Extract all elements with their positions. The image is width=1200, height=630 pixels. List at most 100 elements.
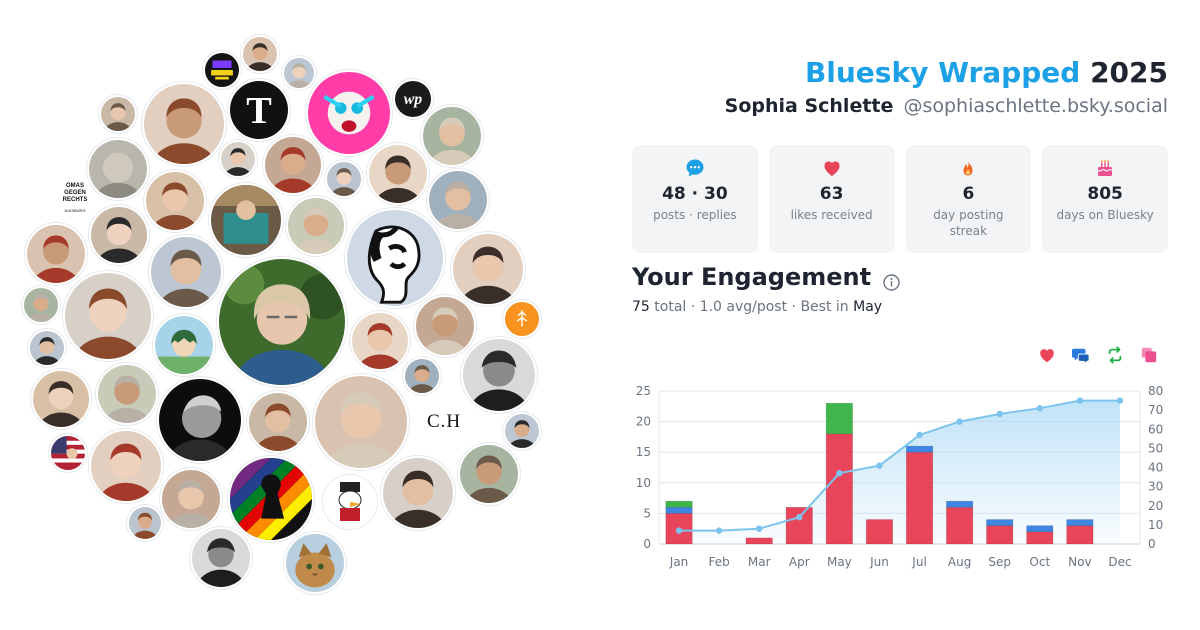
bar-segment (825, 402, 853, 435)
svg-text:T: T (246, 90, 272, 132)
bar-segment (946, 500, 974, 508)
repost-icon[interactable] (1106, 346, 1124, 364)
follower-avatar[interactable] (286, 196, 346, 256)
follower-avatar[interactable] (153, 314, 215, 376)
follower-avatar[interactable] (350, 311, 410, 371)
engagement-best-prefix: Best in (800, 299, 849, 315)
cumulative-area (679, 400, 1120, 544)
follower-avatar[interactable] (461, 337, 537, 413)
follower-avatar[interactable] (190, 527, 252, 589)
bar-segment (665, 506, 693, 514)
follower-avatar[interactable] (403, 357, 441, 395)
follower-avatar[interactable] (247, 391, 309, 453)
logo-line: GEGEN (64, 190, 86, 196)
y-tick-label: 20 (636, 415, 651, 429)
logo-line: OMAS (66, 183, 84, 189)
x-tick-label: Nov (1068, 555, 1091, 569)
follower-avatar[interactable] (127, 505, 163, 541)
heart-icon[interactable] (1038, 346, 1056, 364)
ch-logo[interactable]: C.H (427, 411, 462, 432)
follower-avatar[interactable] (157, 377, 243, 463)
cake-icon (1042, 158, 1168, 178)
engagement-summary: 75 total · 1.0 avg/post · Best in May (632, 299, 883, 315)
follower-avatar[interactable] (89, 429, 163, 503)
engagement-best-month: May (853, 299, 883, 315)
x-tick-label: Sep (988, 555, 1011, 569)
bar-segment (825, 433, 853, 545)
follower-avatar[interactable] (284, 532, 346, 594)
stat-label: days on Bluesky (1056, 208, 1154, 222)
follower-avatar[interactable] (149, 235, 223, 309)
y2-tick-label: 40 (1148, 461, 1163, 475)
follower-avatar[interactable] (203, 51, 241, 89)
follower-avatar[interactable] (217, 257, 347, 387)
x-tick-label: Jun (869, 555, 889, 569)
follower-avatar[interactable] (96, 363, 158, 425)
cumulative-line (679, 399, 1120, 532)
bar-segment (906, 451, 934, 545)
follower-avatar[interactable] (63, 271, 153, 361)
follower-avatar[interactable] (282, 56, 316, 90)
follower-avatar[interactable] (25, 223, 87, 285)
follower-avatar[interactable] (209, 183, 283, 257)
bar-segment (986, 519, 1014, 526)
follower-avatar[interactable] (427, 169, 489, 231)
stats-row: 48 · 30 posts · replies 63 likes receive… (632, 145, 1168, 253)
user-name: Sophia Schlette (724, 95, 894, 117)
engagement-average: 1.0 avg/post (699, 299, 788, 315)
follower-avatar[interactable] (99, 95, 137, 133)
x-tick-label: Aug (948, 555, 971, 569)
y2-tick-label: 50 (1148, 441, 1163, 455)
follower-avatar[interactable] (313, 374, 409, 470)
follower-avatar[interactable]: wp (393, 79, 433, 119)
reply-icon[interactable] (1072, 346, 1090, 365)
follower-avatar[interactable] (345, 208, 445, 308)
engagement-title: Your Engagement (632, 263, 872, 291)
follower-avatar[interactable] (228, 456, 314, 542)
stat-label: likes received (790, 208, 873, 222)
follower-avatar[interactable] (323, 475, 377, 529)
stat-value: 63 (819, 184, 844, 204)
bar-segment (946, 506, 974, 545)
follower-avatar[interactable] (421, 105, 483, 167)
follower-avatar[interactable]: T (228, 79, 290, 141)
stat-card-likes: 63 likes received (768, 145, 895, 253)
y2-tick-label: 30 (1148, 480, 1163, 494)
follower-avatar[interactable] (451, 232, 525, 306)
follower-avatar[interactable] (142, 82, 226, 166)
brand-title: Bluesky Wrapped (804, 56, 1081, 89)
follower-avatar[interactable] (306, 70, 392, 156)
follower-avatar[interactable] (49, 434, 87, 472)
cumulative-point (836, 470, 843, 477)
follower-avatar[interactable] (241, 35, 279, 73)
omas-gegen-rechts-logo[interactable]: OMAS GEGEN RECHTS DUISBURG (56, 183, 94, 214)
follower-avatar[interactable] (381, 456, 455, 530)
cumulative-point (916, 431, 923, 439)
x-tick-label: Apr (789, 555, 810, 569)
follower-avatar[interactable] (503, 300, 541, 338)
follower-avatar[interactable] (367, 143, 429, 205)
follower-avatar[interactable] (263, 135, 323, 195)
follower-avatar[interactable] (87, 138, 149, 200)
cumulative-point (756, 525, 763, 532)
follower-avatar[interactable] (458, 443, 520, 505)
follower-avatar[interactable] (28, 329, 66, 367)
y-tick-label: 5 (643, 506, 651, 520)
follower-avatar[interactable] (219, 140, 257, 178)
follower-avatar[interactable] (325, 160, 363, 198)
follower-avatar[interactable] (22, 286, 60, 324)
svg-text:wp: wp (404, 91, 423, 108)
follower-avatar[interactable] (503, 412, 541, 450)
follower-avatar[interactable] (414, 295, 476, 357)
follower-avatar[interactable] (31, 369, 91, 429)
info-icon[interactable] (883, 269, 900, 291)
cumulative-point (876, 462, 883, 469)
logo-city: DUISBURG (64, 208, 86, 213)
follower-avatar[interactable] (89, 205, 149, 265)
follower-avatar[interactable] (160, 468, 222, 530)
bar-segment (986, 525, 1014, 545)
cumulative-point (956, 418, 963, 425)
follower-avatar[interactable] (144, 170, 206, 232)
quote-icon[interactable] (1140, 346, 1158, 364)
